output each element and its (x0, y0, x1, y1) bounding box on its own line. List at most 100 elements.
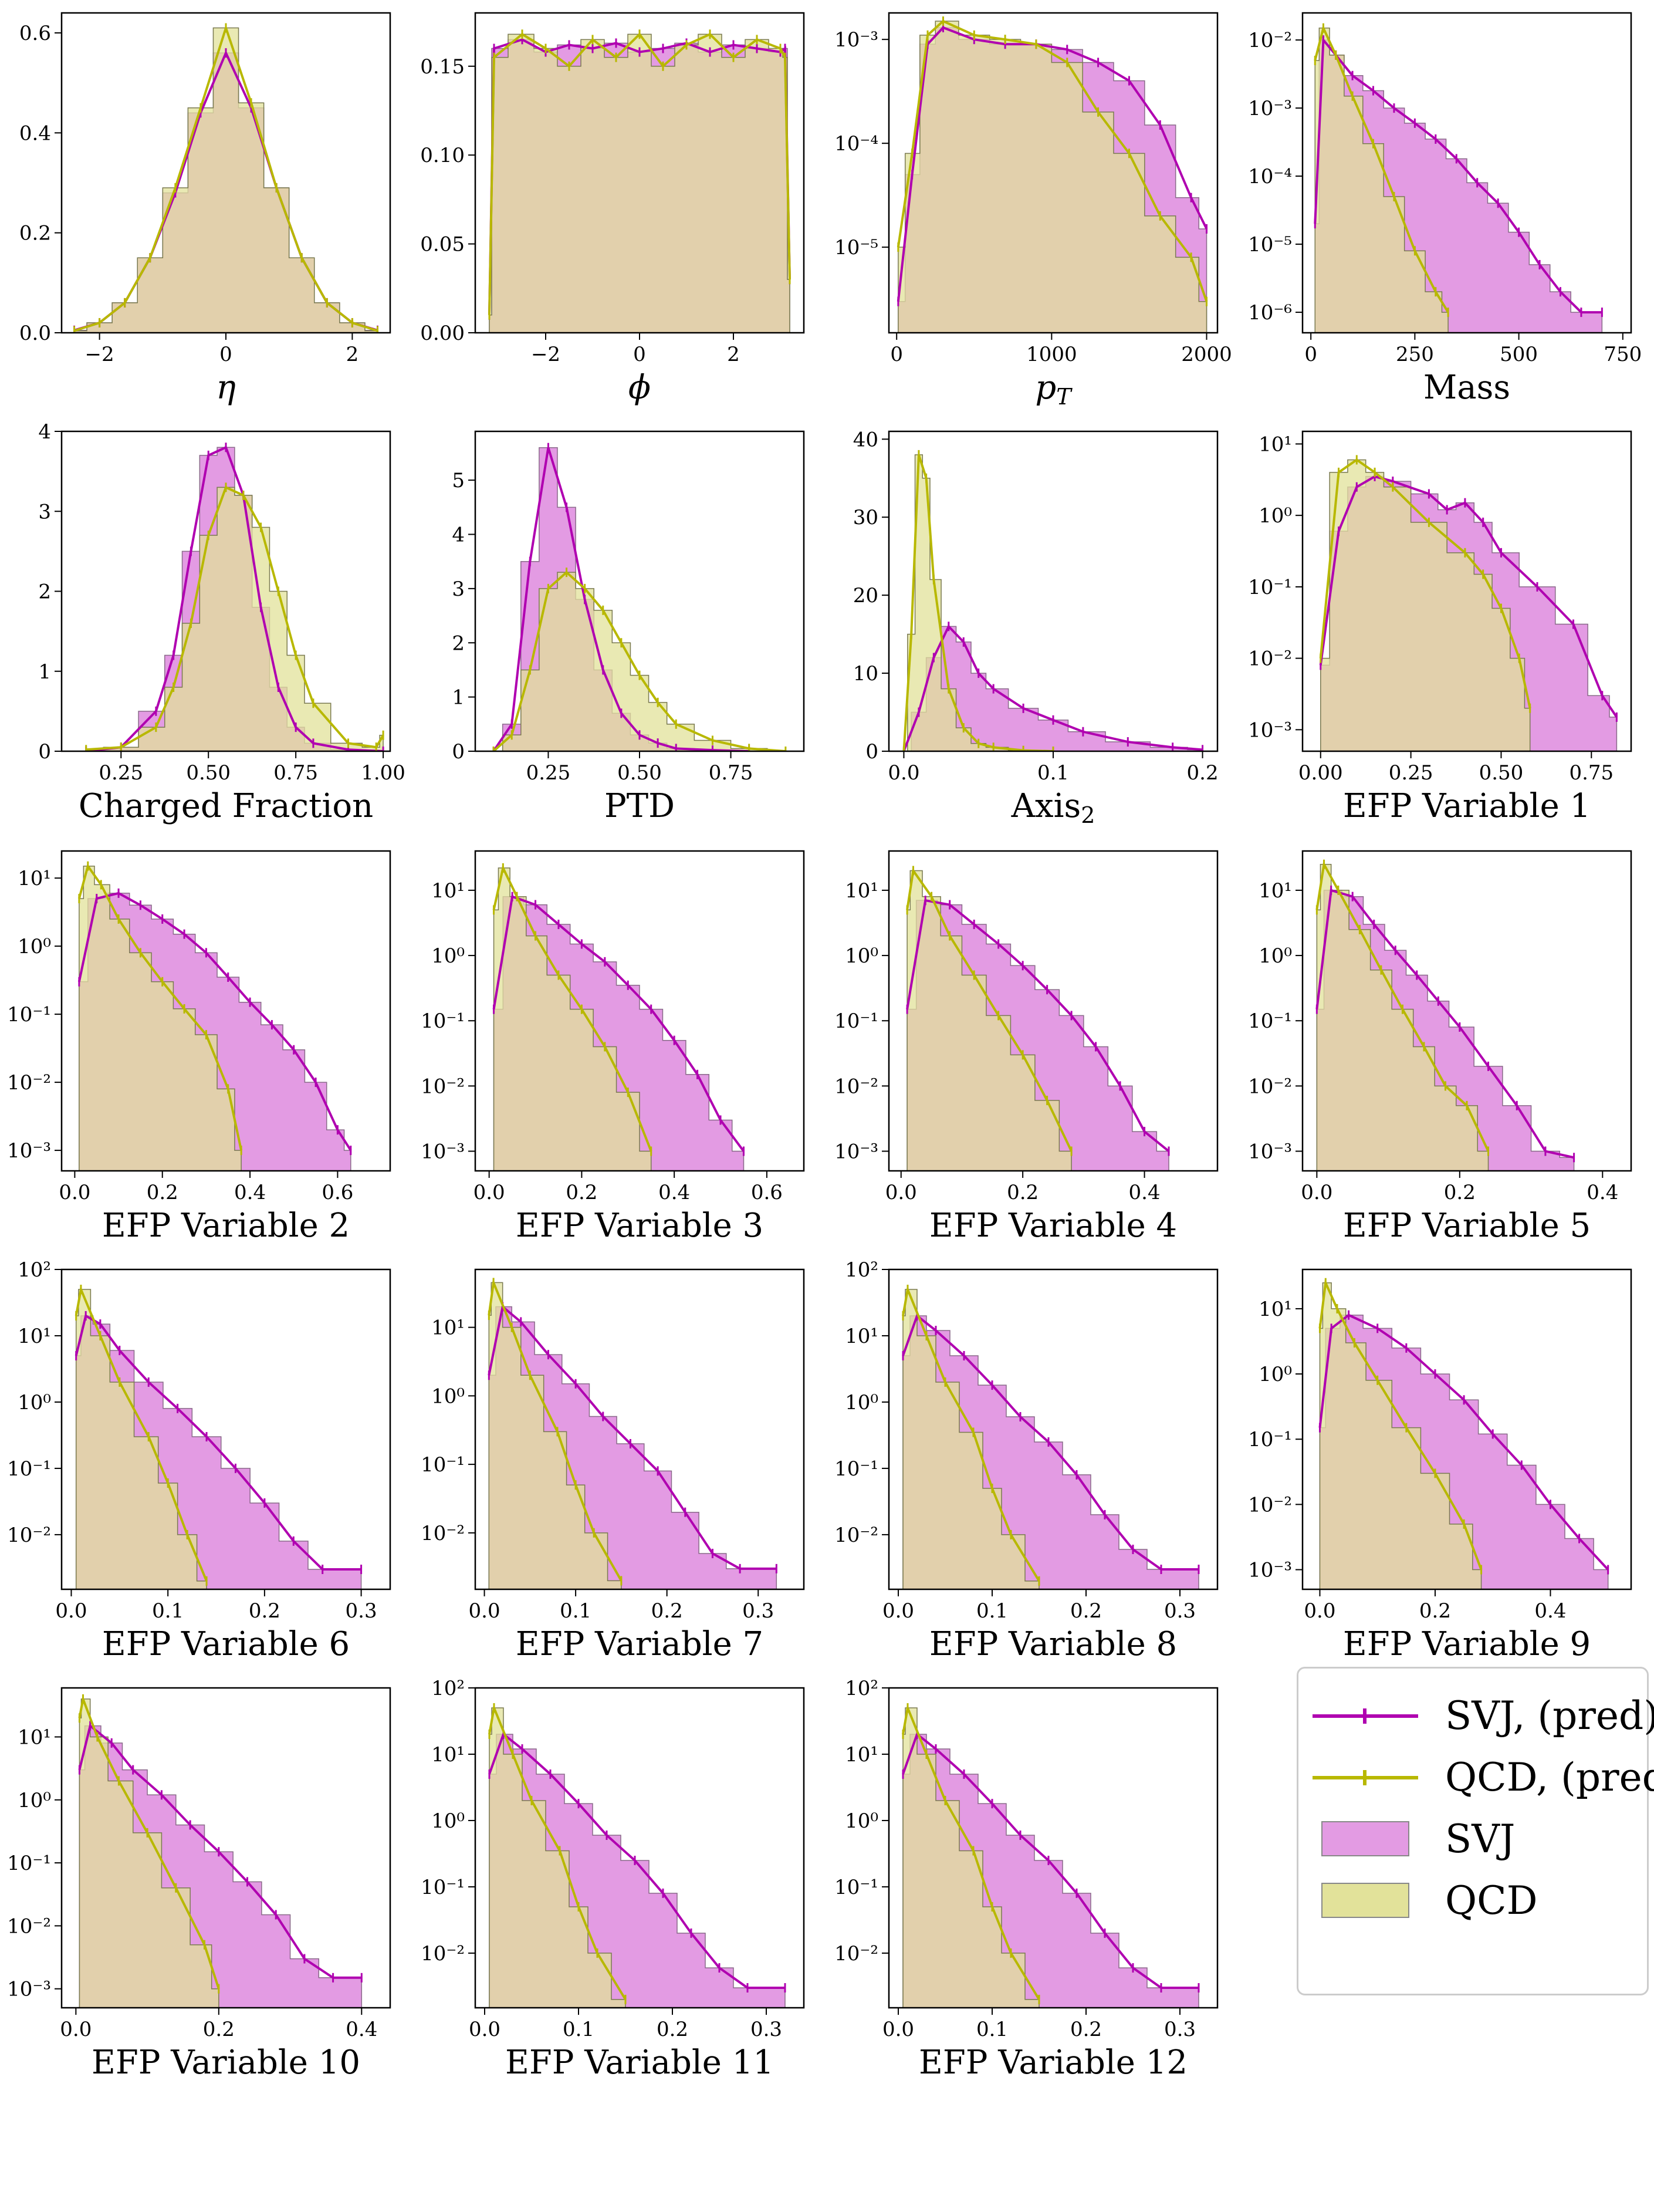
y-tick-label-16-2: 10⁻¹ (1248, 1428, 1292, 1451)
y-tick-label-9-4: 10¹ (18, 867, 51, 890)
svj-pred-line-17 (78, 1724, 362, 1979)
y-tick-label-3-2: 10⁻³ (834, 28, 878, 52)
x-tick-label-13-1: 0.1 (152, 1599, 184, 1623)
y-tick-label-9-3: 10⁰ (18, 935, 51, 958)
y-tick-label-5-2: 2 (38, 580, 51, 604)
y-tick-label-8-1: 10⁻² (1248, 647, 1292, 671)
x-tick-label-15-3: 0.3 (1164, 1599, 1196, 1623)
plot-area-12 (1315, 859, 1575, 1171)
legend-label-svj: SVJ (1445, 1816, 1516, 1862)
y-tick-label-7-2: 20 (853, 584, 878, 607)
y-tick-label-7-1: 10 (853, 662, 878, 685)
x-tick-label-14-3: 0.3 (742, 1599, 774, 1623)
y-tick-label-8-3: 10⁰ (1259, 504, 1292, 528)
x-tick-label-6-2: 0.75 (709, 761, 753, 785)
y-tick-label-15-2: 10⁰ (845, 1391, 878, 1414)
x-tick-label-1-2: 2 (346, 343, 359, 366)
plot-area-16 (1318, 1278, 1609, 1589)
chart-panel-7: 0.0 0.1 0.2 0 10 20 30 40 Axis2 (853, 428, 1219, 828)
chart-panel-19: 0.0 0.1 0.2 0.3 10⁻² 10⁻¹ 10⁰ 10¹ 10² EFP Variabl… (834, 1677, 1219, 2082)
y-tick-label-18-1: 10⁻¹ (421, 1876, 465, 1899)
x-tick-label-8-1: 0.25 (1389, 761, 1433, 785)
y-tick-label-4-0: 10⁻⁶ (1248, 301, 1292, 325)
svj-pred-line-5 (86, 445, 384, 751)
x-axis-label-9: EFP Variable 2 (102, 1207, 350, 1245)
qcd-histogram-14 (488, 1282, 622, 1589)
chart-panel-1: −2 0 2 0.0 0.2 0.4 0.6 η (19, 12, 391, 407)
y-tick-label-18-0: 10⁻² (421, 1942, 465, 1966)
x-tick-label-15-2: 0.2 (1070, 1599, 1102, 1623)
svj-pred-line-16 (1318, 1313, 1609, 1571)
x-tick-label-9-0: 0.0 (59, 1181, 90, 1204)
x-tick-label-6-1: 0.50 (617, 761, 662, 785)
y-tick-label-17-1: 10⁻² (7, 1914, 51, 1938)
x-tick-label-9-1: 0.2 (147, 1181, 178, 1204)
y-tick-label-8-4: 10¹ (1259, 433, 1292, 456)
y-tick-label-11-0: 10⁻³ (834, 1140, 878, 1164)
y-tick-label-12-3: 10⁰ (1259, 944, 1292, 968)
x-tick-label-2-2: 2 (727, 343, 740, 366)
x-tick-label-5-3: 1.00 (361, 761, 405, 785)
qcd-histogram-13 (75, 1289, 207, 1589)
y-tick-label-16-1: 10⁻² (1248, 1493, 1292, 1517)
x-tick-label-13-3: 0.3 (346, 1599, 377, 1623)
y-tick-label-11-3: 10⁰ (845, 944, 878, 968)
svj-pred-line-8 (1319, 475, 1618, 718)
y-tick-label-16-4: 10¹ (1259, 1298, 1292, 1321)
y-tick-label-5-1: 1 (38, 660, 51, 684)
x-tick-label-3-1: 1000 (1026, 343, 1077, 366)
axes-frame-8 (1301, 430, 1632, 752)
qcd-pred-line-19 (902, 1703, 1040, 2000)
y-tick-label-15-3: 10¹ (845, 1325, 878, 1348)
legend: SVJ, (pred) QCD, (pred) SVJ QCD (1297, 1667, 1654, 1995)
legend-entry-svj-pred: SVJ, (pred) (1313, 1686, 1654, 1745)
y-tick-label-13-1: 10⁻¹ (7, 1457, 51, 1481)
axes-frame-3 (888, 12, 1219, 334)
axes-frame-15 (888, 1268, 1219, 1590)
x-tick-label-13-2: 0.2 (249, 1599, 280, 1623)
chart-panel-16: 0.0 0.2 0.4 10⁻³ 10⁻² 10⁻¹ 10⁰ 10¹ EFP Variable … (1248, 1268, 1632, 1663)
y-tick-label-6-3: 3 (452, 578, 465, 601)
chart-panel-10: 0.0 0.2 0.4 0.6 10⁻³ 10⁻² 10⁻¹ 10⁰ 10¹ EFP Variab… (421, 850, 805, 1245)
y-tick-label-12-2: 10⁻¹ (1248, 1009, 1292, 1033)
y-tick-label-6-1: 1 (452, 686, 465, 710)
chart-panel-18: 0.0 0.1 0.2 0.3 10⁻² 10⁻¹ 10⁰ 10¹ 10² EFP Variabl… (421, 1677, 805, 2082)
y-tick-label-13-4: 10² (18, 1258, 51, 1282)
qcd-histogram-19 (902, 1707, 1040, 2008)
y-tick-label-8-2: 10⁻¹ (1248, 576, 1292, 599)
qcd-pred-line-13 (75, 1285, 208, 1582)
qcd-histogram-9 (79, 865, 242, 1171)
y-tick-label-4-4: 10⁻² (1248, 29, 1292, 52)
qcd-histogram-6 (493, 572, 786, 751)
axes-frame-11 (888, 850, 1219, 1172)
chart-panel-17: 0.0 0.2 0.4 10⁻³ 10⁻² 10⁻¹ 10⁰ 10¹ EFP Variable … (7, 1687, 391, 2082)
y-tick-label-19-3: 10¹ (845, 1743, 878, 1767)
plot-area-14 (488, 1278, 777, 1589)
x-tick-label-16-2: 0.4 (1534, 1599, 1566, 1623)
plot-area-15 (902, 1285, 1200, 1589)
axes-frame-18 (474, 1687, 805, 2009)
x-tick-label-12-0: 0.0 (1301, 1181, 1332, 1204)
x-axis-label-3: pT (1035, 369, 1073, 410)
x-tick-label-4-0: 0 (1304, 343, 1317, 366)
y-tick-label-6-4: 4 (452, 524, 465, 547)
y-tick-label-12-4: 10¹ (1259, 879, 1292, 903)
axes-frame-9 (60, 850, 391, 1172)
x-tick-label-10-2: 0.4 (658, 1181, 690, 1204)
x-tick-label-7-2: 0.2 (1187, 761, 1219, 785)
chart-panel-11: 0.0 0.2 0.4 10⁻³ 10⁻² 10⁻¹ 10⁰ 10¹ EFP Variable … (834, 850, 1219, 1245)
y-tick-label-15-1: 10⁻¹ (834, 1457, 878, 1481)
y-tick-label-12-1: 10⁻² (1248, 1075, 1292, 1098)
x-tick-label-6-0: 0.25 (526, 761, 571, 785)
y-tick-label-17-0: 10⁻³ (7, 1978, 51, 2001)
axes-frame-12 (1301, 850, 1632, 1172)
x-axis-label-5: Charged Fraction (79, 787, 373, 825)
x-tick-label-16-0: 0.0 (1304, 1599, 1335, 1623)
x-tick-label-7-0: 0.0 (888, 761, 919, 785)
x-tick-label-11-2: 0.4 (1129, 1181, 1161, 1204)
axes-frame-4 (1301, 12, 1632, 334)
x-axis-label-4: Mass (1423, 369, 1510, 407)
chart-panel-6: 0.25 0.50 0.75 0 1 2 3 4 5 PTD (452, 430, 805, 825)
y-tick-label-9-2: 10⁻¹ (7, 1003, 51, 1026)
plot-area-2 (488, 29, 791, 333)
